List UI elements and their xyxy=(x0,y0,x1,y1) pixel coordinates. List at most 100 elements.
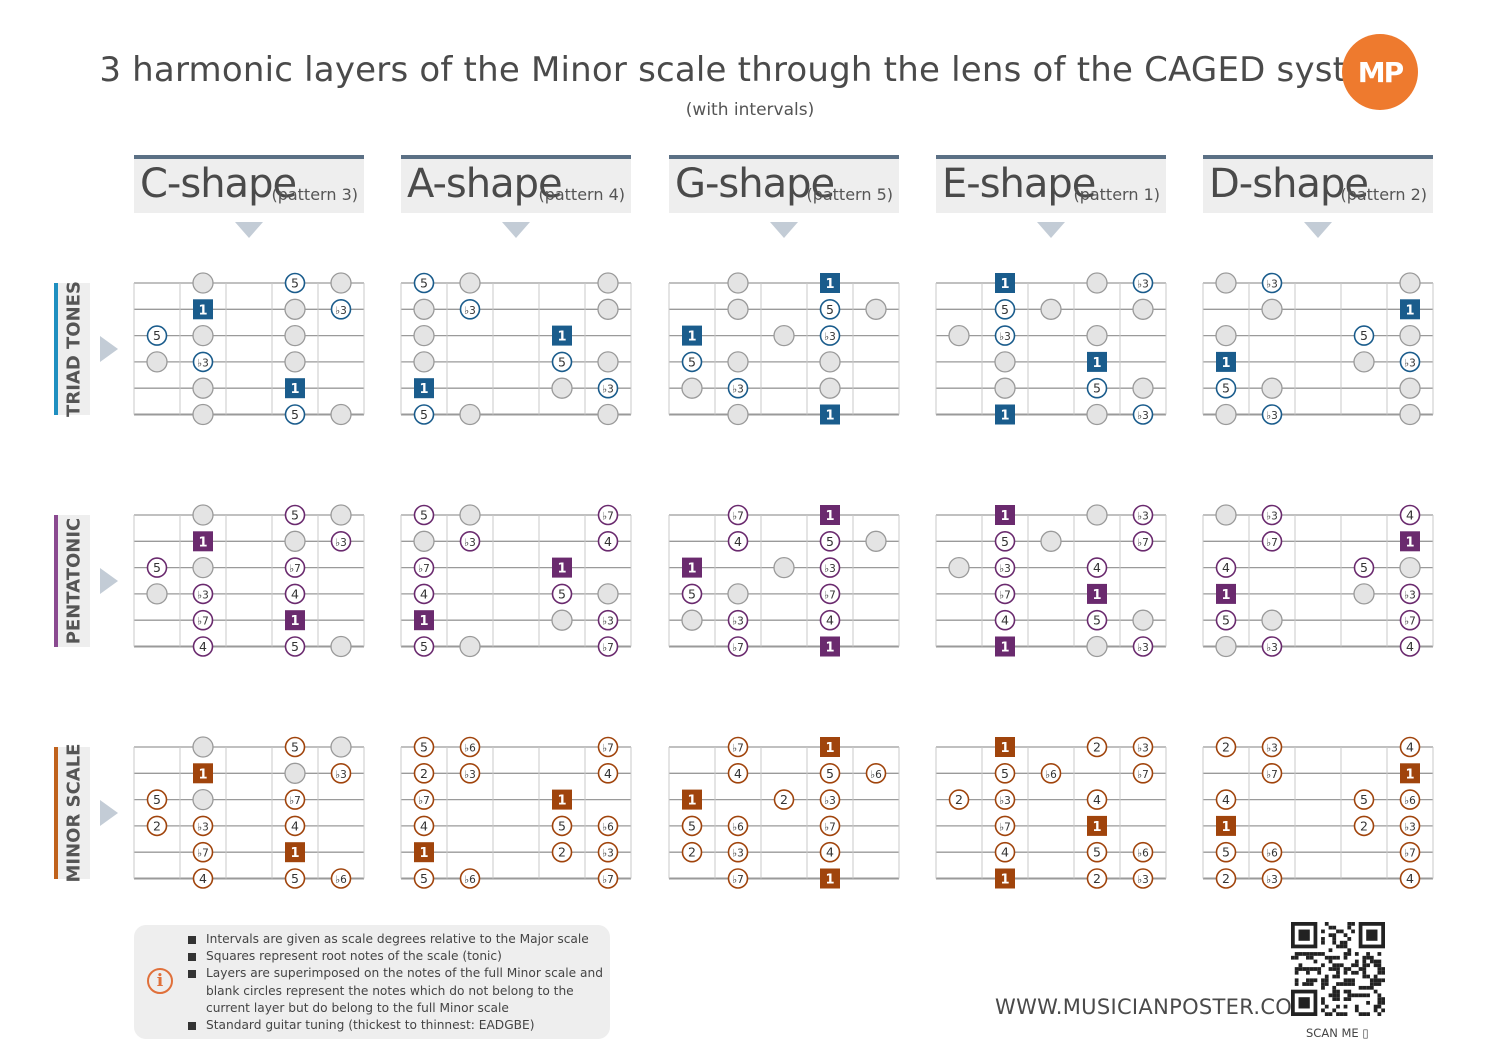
interval-note-circle xyxy=(284,504,306,526)
layer-label-text: TRIAD TONES xyxy=(63,280,85,417)
note-label: 1 xyxy=(825,641,834,656)
shape-name: E-shape xyxy=(942,161,1096,207)
note-label: 1 xyxy=(290,846,299,861)
note-label: 1 xyxy=(1405,767,1414,782)
blank-note-circle xyxy=(865,298,887,320)
interval-note-circle xyxy=(948,789,970,810)
interval-note-circle xyxy=(597,530,619,552)
note-label: 1 xyxy=(687,794,696,809)
interval-note-circle xyxy=(284,636,306,657)
interval-note-circle xyxy=(413,272,435,294)
interval-note-circle xyxy=(1132,841,1154,863)
note-label: 4 xyxy=(291,818,299,833)
qr-code-icon[interactable] xyxy=(1291,922,1385,1016)
note-label: 1 xyxy=(687,330,696,345)
interval-note-circle xyxy=(597,762,619,784)
note-label: 5 xyxy=(826,534,834,549)
shape-pattern: (pattern 4) xyxy=(538,185,625,204)
blank-note-circle xyxy=(727,272,749,294)
blank-note-circle xyxy=(284,530,306,552)
interval-note-circle xyxy=(459,530,481,552)
interval-note-circle xyxy=(284,557,306,578)
root-note-square xyxy=(1216,583,1236,604)
note-label: 5 xyxy=(291,276,299,291)
interval-note-circle xyxy=(1132,868,1154,889)
blank-note-circle xyxy=(1086,403,1108,426)
note-label: ♭3 xyxy=(999,795,1011,807)
note-label: 4 xyxy=(734,766,742,781)
blank-note-circle xyxy=(459,272,481,294)
note-label: ♭3 xyxy=(197,589,209,601)
root-note-square xyxy=(682,325,702,346)
note-label: 5 xyxy=(1001,766,1009,781)
note-label: 2 xyxy=(1093,871,1101,886)
interval-note-circle xyxy=(413,636,435,657)
blank-note-circle xyxy=(597,298,619,320)
root-note-square xyxy=(995,868,1015,889)
note-label: 5 xyxy=(688,354,696,369)
root-note-square xyxy=(193,763,213,784)
note-label: 4 xyxy=(826,613,834,628)
shape-header-g-shape: G-shape (pattern 5) xyxy=(669,155,899,213)
blank-note-circle xyxy=(284,762,306,784)
note-label: 5 xyxy=(420,871,428,886)
note-label: ♭3 xyxy=(824,795,836,807)
blank-note-circle xyxy=(1215,324,1237,347)
blank-note-circle xyxy=(330,272,352,294)
interval-note-circle xyxy=(1353,557,1375,578)
blank-note-circle xyxy=(192,736,214,758)
fretboard-e-shape-triad-tones: 1 ♭3 5 ♭3 1 5 1 ♭3 xyxy=(935,272,1167,426)
layer-label-text: MINOR SCALE xyxy=(63,743,85,883)
blank-note-circle xyxy=(192,403,214,426)
interval-note-circle xyxy=(1132,404,1154,425)
note-label: 1 xyxy=(1000,641,1009,656)
interval-note-circle xyxy=(413,868,435,889)
interval-note-circle xyxy=(1353,789,1375,810)
note-label: ♭6 xyxy=(1137,848,1149,860)
interval-note-circle xyxy=(192,351,214,373)
note-label: 1 xyxy=(290,614,299,629)
note-label: ♭3 xyxy=(602,848,614,860)
interval-note-circle xyxy=(994,557,1016,578)
note-label: ♭3 xyxy=(1266,410,1278,422)
blank-note-circle xyxy=(284,298,306,320)
note-label: 4 xyxy=(1406,871,1414,886)
interval-note-circle xyxy=(1399,789,1421,810)
interval-note-circle xyxy=(1040,762,1062,784)
interval-note-circle xyxy=(1086,557,1108,578)
note-label: ♭3 xyxy=(1266,511,1278,523)
interval-note-circle xyxy=(1215,609,1237,631)
note-label: ♭3 xyxy=(464,769,476,781)
note-label: ♭7 xyxy=(602,874,614,886)
shape-name: A-shape xyxy=(407,161,563,207)
note-label: ♭7 xyxy=(418,563,430,575)
shape-header-c-shape: C-shape (pattern 3) xyxy=(134,155,364,213)
interval-note-circle xyxy=(284,736,306,758)
interval-note-circle xyxy=(994,298,1016,320)
interval-note-circle xyxy=(819,841,841,863)
blank-note-circle xyxy=(330,736,352,758)
note-label: 5 xyxy=(826,302,834,317)
note-label: 2 xyxy=(780,792,788,807)
note-label: ♭3 xyxy=(999,563,1011,575)
interval-note-circle xyxy=(727,609,749,631)
note-label: 1 xyxy=(1000,741,1009,756)
note-label: 5 xyxy=(1093,613,1101,628)
blank-note-circle xyxy=(681,609,703,631)
note-label: ♭3 xyxy=(1266,743,1278,755)
info-list: Intervals are given as scale degrees rel… xyxy=(188,931,603,1034)
note-label: 1 xyxy=(825,741,834,756)
blank-note-circle xyxy=(1215,504,1237,526)
root-note-square xyxy=(1087,583,1107,604)
interval-note-circle xyxy=(727,841,749,863)
note-label: 1 xyxy=(290,382,299,397)
note-label: 5 xyxy=(420,639,428,654)
blank-note-circle xyxy=(1040,530,1062,552)
blank-note-circle xyxy=(1261,377,1283,399)
website-link[interactable]: WWW.MUSICIANPOSTER.COM xyxy=(995,995,1311,1019)
interval-note-circle xyxy=(994,762,1016,784)
interval-note-circle xyxy=(330,868,352,889)
note-label: 4 xyxy=(604,766,612,781)
note-label: ♭7 xyxy=(197,848,209,860)
interval-note-circle xyxy=(1399,841,1421,863)
